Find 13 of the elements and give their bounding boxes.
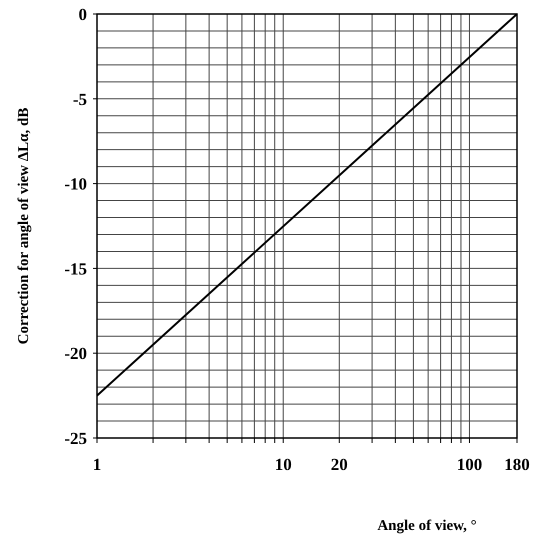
y-axis-title: Correction for angle of view ΔLα, dB [16, 108, 32, 344]
y-tick-label: -25 [64, 429, 87, 448]
x-tick-label: 20 [330, 455, 348, 474]
x-axis-title: Angle of view, ° [377, 518, 477, 534]
y-tick-label: -5 [72, 90, 87, 109]
y-tick-label: -10 [64, 174, 87, 194]
x-tick-label: 100 [456, 455, 482, 474]
y-tick-label: -20 [64, 344, 87, 364]
y-tick-label: 0 [78, 5, 87, 24]
x-tick-label: 10 [274, 455, 292, 474]
x-tick-label: 1 [92, 455, 102, 474]
y-tick-label: -15 [64, 259, 87, 278]
x-tick-label: 180 [504, 455, 530, 474]
